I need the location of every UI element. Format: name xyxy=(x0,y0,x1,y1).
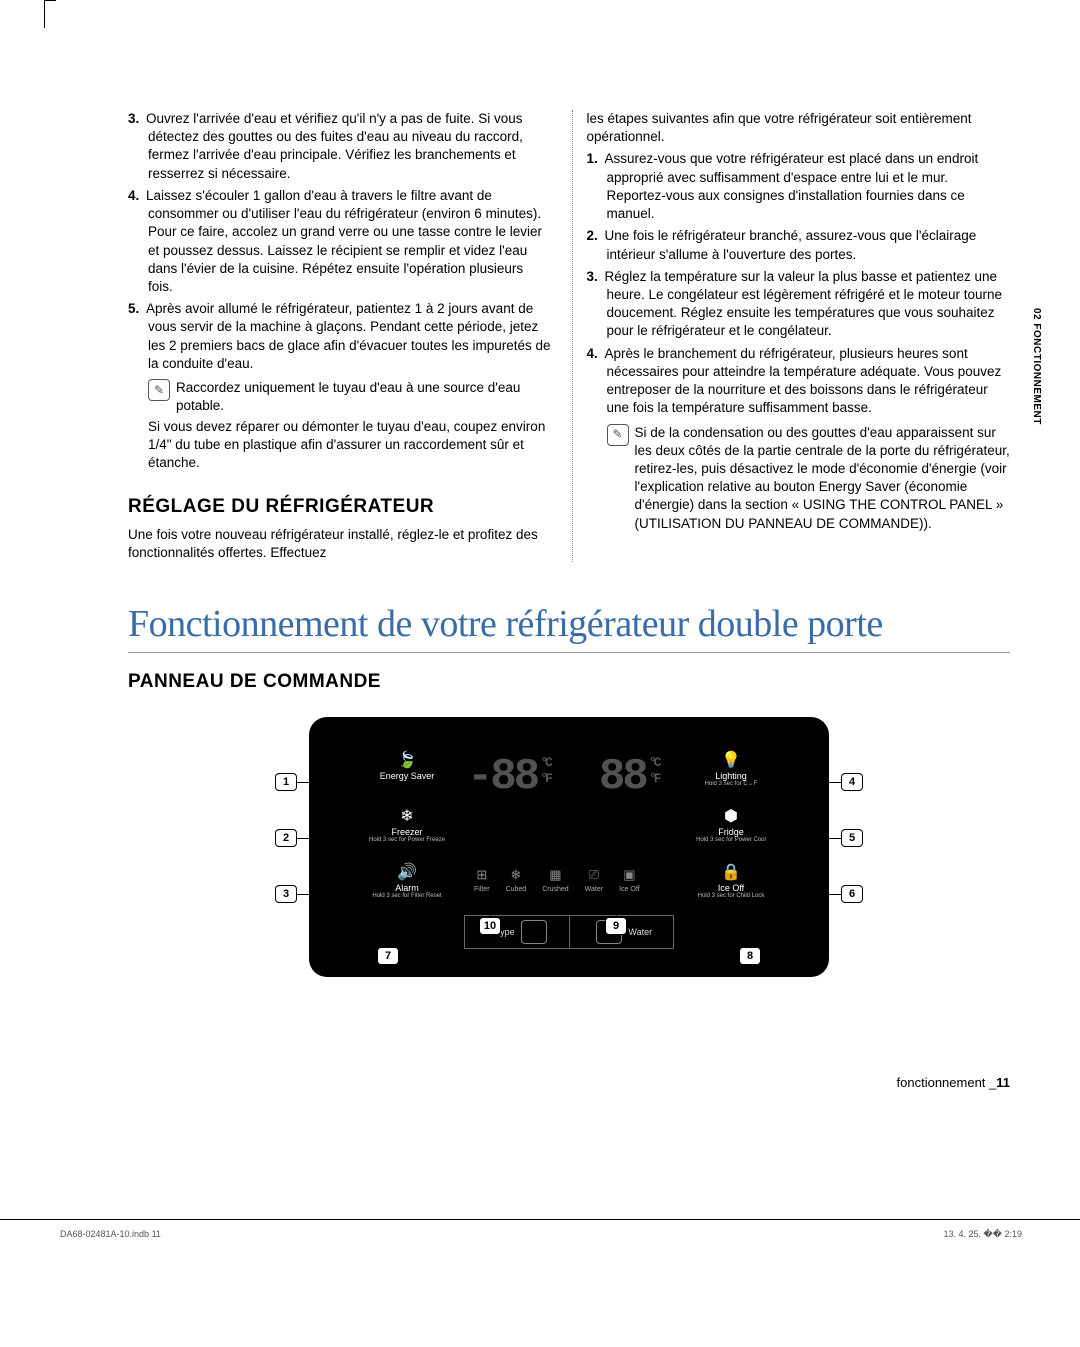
panel-heading: PANNEAU DE COMMANDE xyxy=(128,671,1010,693)
print-date: 13. 4. 25. �� 2:19 xyxy=(943,1229,1022,1240)
note: ✎ Si de la condensation ou des gouttes d… xyxy=(607,424,1011,533)
note-text: Si vous devez réparer ou démonter le tuy… xyxy=(148,418,552,473)
callout-6: 6 xyxy=(841,885,863,903)
drop-icon: ⬢ xyxy=(671,809,791,825)
filter-icon: ⊞Filter xyxy=(474,867,490,893)
ice-off-icon: ▣Ice Off xyxy=(619,867,640,893)
paragraph: les étapes suivantes afin que votre réfr… xyxy=(587,110,1011,146)
note-text: Si de la condensation ou des gouttes d'e… xyxy=(635,424,1011,533)
control-panel-figure: 🍃 Energy Saver ❄ Freezer Hold 3 sec for … xyxy=(289,717,849,977)
page: 02 FONCTIONNEMENT 3.Ouvrez l'arrivée d'e… xyxy=(0,0,1080,1280)
ice-off-button[interactable]: 🔒 Ice Off Hold 3 sec for Child Lock xyxy=(671,865,791,899)
snow-icon: ❄ xyxy=(347,809,467,825)
mode-icons: ⊞Filter ❄Cubed ▦Crushed ⎚Water ▣Ice Off xyxy=(474,867,640,893)
fridge-button[interactable]: ⬢ Fridge Hold 3 sec for Power Cool xyxy=(671,809,791,843)
chapter-title: Fonctionnement de votre réfrigérateur do… xyxy=(128,602,1010,653)
callout-7: 7 xyxy=(377,947,399,965)
callout-3: 3 xyxy=(275,885,297,903)
lighting-button[interactable]: 💡 Lighting Hold 3 sec for C↔F xyxy=(671,753,791,787)
callout-10: 10 xyxy=(479,917,501,935)
list-item: 1.Assurez-vous que votre réfrigérateur e… xyxy=(607,150,1011,223)
page-footer: fonctionnement _11 xyxy=(897,1075,1010,1090)
note-icon: ✎ xyxy=(607,424,629,446)
speaker-icon: 🔊 xyxy=(347,865,467,881)
print-rule xyxy=(0,1219,1080,1220)
leaf-icon: 🍃 xyxy=(347,753,467,769)
list-item: 3.Ouvrez l'arrivée d'eau et vérifiez qu'… xyxy=(148,110,552,183)
alarm-button[interactable]: 🔊 Alarm Hold 3 sec for Filter Reset xyxy=(347,865,467,899)
section-heading: RÉGLAGE DU RÉFRIGÉRATEUR xyxy=(128,494,552,520)
left-column: 3.Ouvrez l'arrivée d'eau et vérifiez qu'… xyxy=(128,110,552,562)
two-column-body: 3.Ouvrez l'arrivée d'eau et vérifiez qu'… xyxy=(128,110,1010,562)
callout-2: 2 xyxy=(275,829,297,847)
fridge-temp-display: 88 °C°F xyxy=(599,755,658,799)
list-item: 4.Après le branchement du réfrigérateur,… xyxy=(607,345,1011,418)
list-item: 5.Après avoir allumé le réfrigérateur, p… xyxy=(148,300,552,373)
note: ✎ Raccordez uniquement le tuyau d'eau à … xyxy=(148,379,552,415)
note-icon: ✎ xyxy=(148,379,170,401)
freezer-temp-display: -88 °C°F xyxy=(467,755,550,799)
list-item: 3.Réglez la température sur la valeur la… xyxy=(607,268,1011,341)
callout-4: 4 xyxy=(841,773,863,791)
control-panel: 🍃 Energy Saver ❄ Freezer Hold 3 sec for … xyxy=(309,717,829,977)
note-text: Raccordez uniquement le tuyau d'eau à un… xyxy=(176,379,552,415)
callout-8: 8 xyxy=(739,947,761,965)
bulb-icon: 💡 xyxy=(671,753,791,769)
water-icon: ⎚Water xyxy=(585,867,603,893)
list-item: 2.Une fois le réfrigérateur branché, ass… xyxy=(607,227,1011,263)
crushed-icon: ▦Crushed xyxy=(542,867,568,893)
callout-5: 5 xyxy=(841,829,863,847)
callout-1: 1 xyxy=(275,773,297,791)
right-column: les étapes suivantes afin que votre réfr… xyxy=(572,110,1011,562)
lock-icon: 🔒 xyxy=(671,865,791,881)
cubed-icon: ❄Cubed xyxy=(506,867,527,893)
section-intro: Une fois votre nouveau réfrigérateur ins… xyxy=(128,526,552,562)
callout-9: 9 xyxy=(605,917,627,935)
print-id: DA68-02481A-10.indb 11 xyxy=(60,1229,161,1240)
energy-saver-button[interactable]: 🍃 Energy Saver xyxy=(347,753,467,781)
list-item: 4.Laissez s'écouler 1 gallon d'eau à tra… xyxy=(148,187,552,296)
print-footer: DA68-02481A-10.indb 11 13. 4. 25. �� 2:1… xyxy=(60,1229,1022,1240)
freezer-button[interactable]: ❄ Freezer Hold 3 sec for Power Freeze xyxy=(347,809,467,843)
side-tab: 02 FONCTIONNEMENT xyxy=(1029,302,1044,431)
